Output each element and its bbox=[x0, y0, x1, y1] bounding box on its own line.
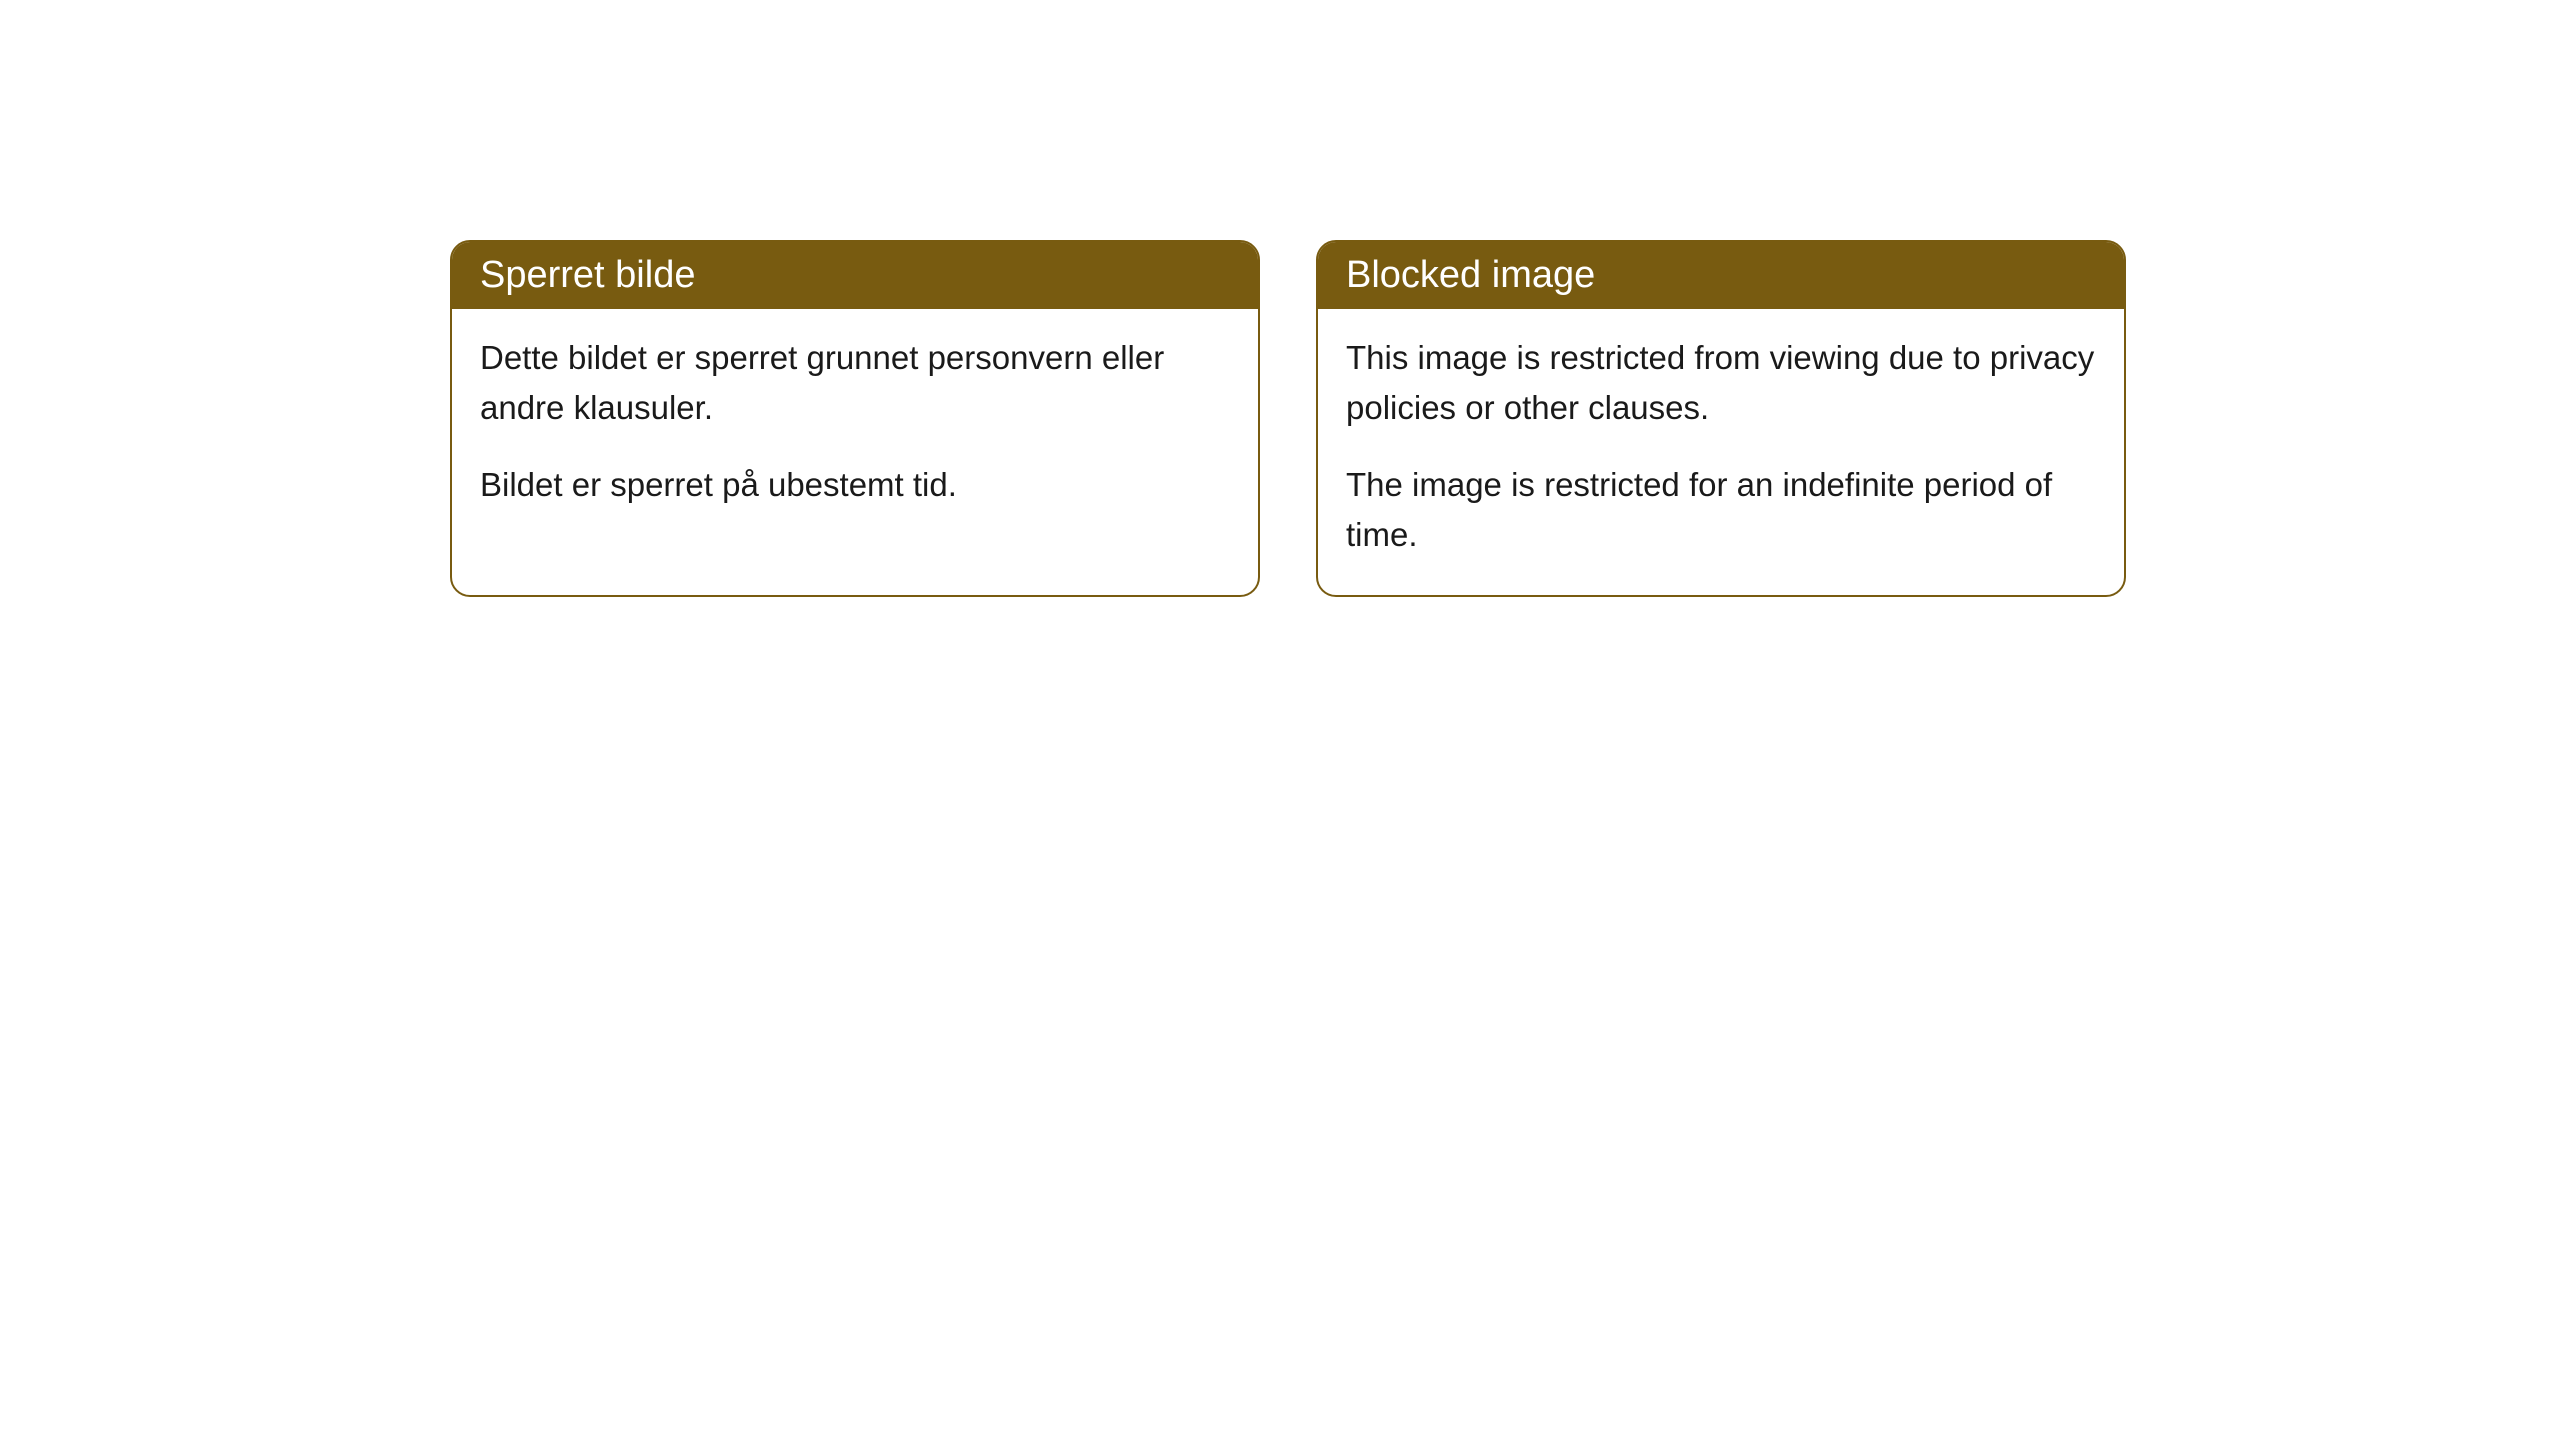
notice-card-norwegian: Sperret bilde Dette bildet er sperret gr… bbox=[450, 240, 1260, 597]
notice-body: Dette bildet er sperret grunnet personve… bbox=[452, 309, 1258, 546]
notice-paragraph-2: The image is restricted for an indefinit… bbox=[1346, 460, 2096, 559]
notice-header: Blocked image bbox=[1318, 242, 2124, 309]
notice-card-english: Blocked image This image is restricted f… bbox=[1316, 240, 2126, 597]
notice-paragraph-1: Dette bildet er sperret grunnet personve… bbox=[480, 333, 1230, 432]
notice-paragraph-1: This image is restricted from viewing du… bbox=[1346, 333, 2096, 432]
notice-title: Sperret bilde bbox=[480, 254, 695, 296]
notice-paragraph-2: Bildet er sperret på ubestemt tid. bbox=[480, 460, 1230, 510]
notice-title: Blocked image bbox=[1346, 254, 1595, 296]
notice-body: This image is restricted from viewing du… bbox=[1318, 309, 2124, 595]
notice-container: Sperret bilde Dette bildet er sperret gr… bbox=[0, 0, 2560, 597]
notice-header: Sperret bilde bbox=[452, 242, 1258, 309]
